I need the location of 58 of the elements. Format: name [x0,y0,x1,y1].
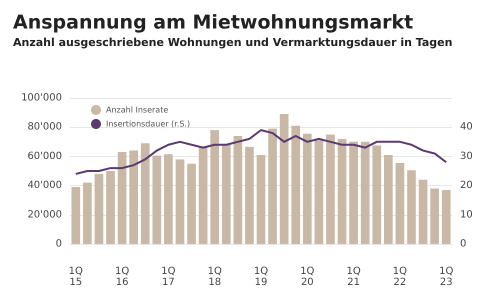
bar [430,188,439,244]
bar [338,138,346,244]
y-tick-label: 40'000 [27,180,62,192]
x-tick-label: 1Q 18 [208,266,222,288]
bar [256,154,266,244]
bar [210,130,220,244]
y-tick-label: 20'000 [27,209,62,220]
y2-tick-label: 30 [460,150,473,162]
y2-tick-label: 20 [460,180,473,192]
bar [314,140,324,244]
bar [152,156,162,244]
bar [118,152,126,244]
x-tick-label: 1Q 20 [300,266,315,288]
bar [268,128,277,244]
x-tick-label: 1Q 22 [392,266,408,288]
bar [396,162,404,244]
y2-tick-label: 0 [460,238,466,250]
bar [360,142,370,244]
bar [442,190,451,244]
bar [291,126,300,244]
y2-tick-label: 10 [460,209,473,220]
bar [234,136,242,244]
line-series [74,129,448,175]
y-tick-label: 80'000 [27,122,62,133]
bar [187,164,196,244]
bar [129,150,138,244]
y-tick-label: 60'000 [27,150,62,162]
bar [164,154,173,244]
x-tick-label: 1Q 16 [114,266,130,288]
x-tick-label: 1Q 17 [161,266,176,288]
bar [326,134,335,244]
x-tick-label: 1Q 15 [68,266,84,288]
bar [94,174,104,244]
bar [176,159,184,244]
x-tick-label: 1Q 23 [439,266,454,288]
bar [372,145,382,244]
y-tick-label: 100'000 [21,92,62,104]
bar [83,182,92,244]
bar [222,144,231,244]
bar [418,180,428,244]
legend-label: Anzahl Inserate [106,106,168,114]
chart-subtitle: Anzahl ausgeschriebene Wohnungen und Vermarktungsdauer in Tagen [13,36,452,49]
bar [106,171,115,244]
bar [245,146,254,244]
bar [407,170,416,244]
y-tick-label: 0 [56,238,62,250]
legend-label: Insertionsdauer (r.S.) [106,120,190,128]
bar [280,114,288,244]
chart-title: Anspannung am Mietwohnungsmarkt [13,12,414,34]
bar [302,134,312,244]
x-tick-label: 1Q 19 [254,266,268,288]
y2-tick-label: 40 [460,122,473,133]
bar [384,154,393,244]
bar [198,148,208,244]
bar [349,142,358,244]
bar [71,187,80,244]
bar [140,143,150,244]
x-tick-label: 1Q 21 [346,266,361,288]
